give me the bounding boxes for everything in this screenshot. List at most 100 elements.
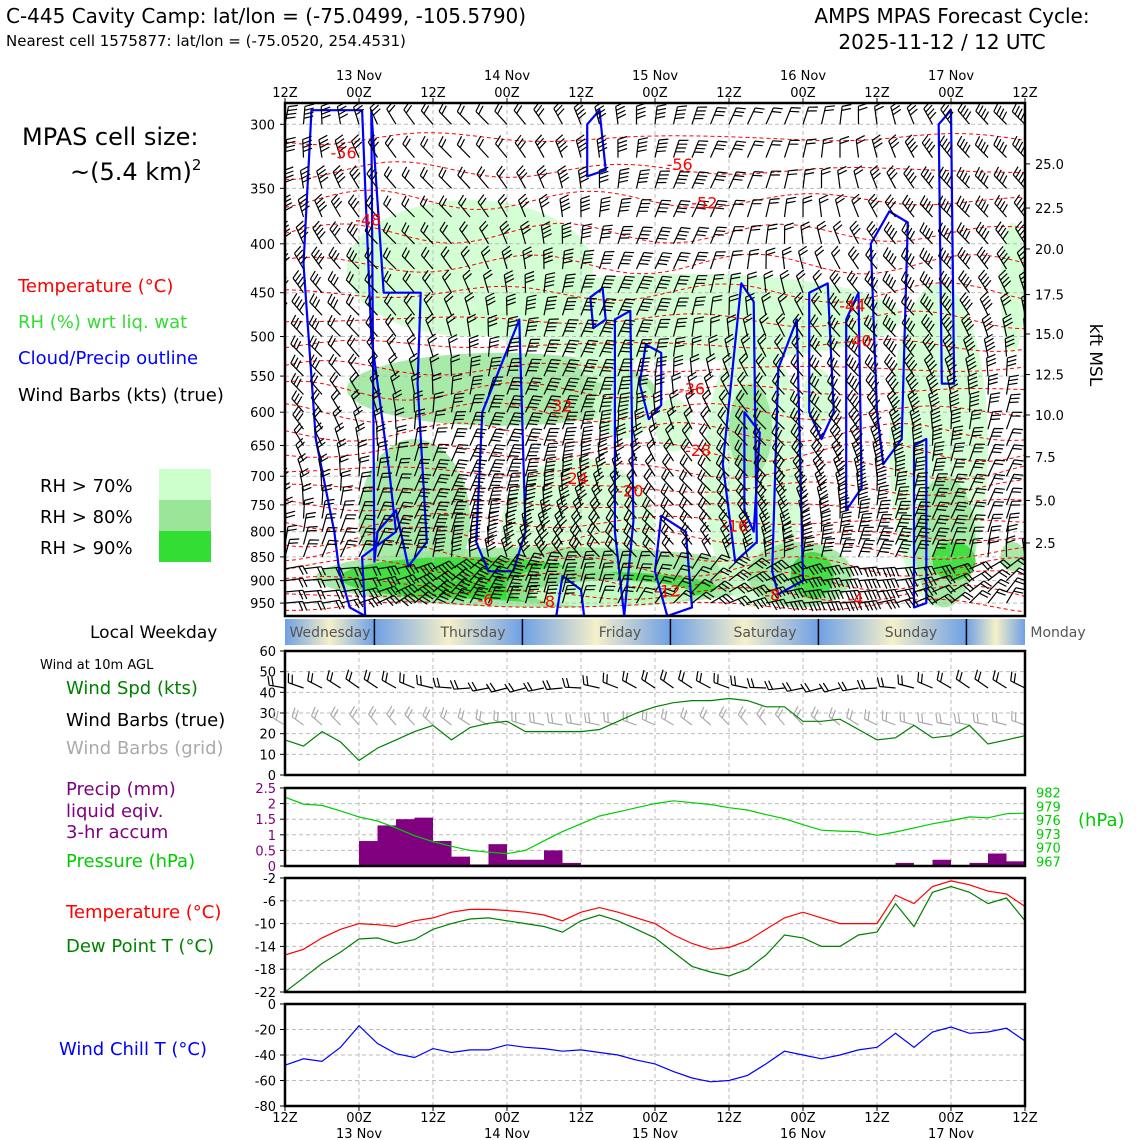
precip-bar	[396, 819, 415, 866]
wind-barb	[957, 246, 971, 270]
wind-barb	[450, 392, 465, 413]
wind-barb	[523, 496, 535, 519]
cell-size-value: ~(5.4 km)	[70, 158, 192, 186]
y-tick-label: -6	[263, 895, 276, 910]
wind-barb	[654, 226, 672, 245]
height-axis-label: kft MSL	[1085, 324, 1105, 387]
wind-barb	[931, 514, 950, 532]
wind-barb	[791, 438, 804, 462]
wind-barb	[469, 473, 487, 492]
wind-barb	[386, 103, 397, 125]
dewpoint-line	[284, 885, 1026, 993]
wind-barb	[987, 536, 1000, 557]
wind-barb	[358, 527, 377, 545]
wind-barb	[853, 165, 864, 189]
wind-barb	[654, 576, 674, 593]
precip-bar	[507, 859, 526, 866]
wind-barb	[716, 483, 730, 506]
y-tick-label: -2	[263, 872, 276, 887]
wind-barb	[1024, 568, 1025, 569]
wind-barb	[377, 594, 401, 607]
wind-barb	[358, 471, 372, 491]
wind-barb	[783, 535, 794, 557]
wind-barb	[942, 333, 956, 357]
wind-barb	[295, 437, 305, 462]
wind-barb	[1005, 374, 1019, 395]
wind-barb	[987, 427, 1004, 446]
wind-barb	[635, 374, 649, 395]
wind-barb	[681, 422, 693, 446]
y-tick-label: -22	[255, 986, 276, 1001]
wind-barb	[919, 271, 934, 294]
wind-barb	[482, 269, 493, 293]
bottom-tick-label: 00Z	[494, 1111, 520, 1126]
wind-barb	[635, 587, 656, 604]
top-tick-label: 00Z	[938, 86, 964, 101]
wind-barb	[857, 526, 874, 545]
wind-barb	[764, 680, 785, 691]
wind-barb	[468, 534, 479, 557]
wind-barb	[662, 453, 674, 477]
wind-barb	[376, 423, 386, 446]
wind-barb	[580, 573, 596, 593]
wind-barb	[802, 106, 819, 125]
wind-barb	[818, 496, 830, 519]
top-date-label: 14 Nov	[484, 69, 530, 84]
wind-barb	[598, 166, 609, 189]
wind-barb	[598, 339, 617, 357]
wind-barb	[728, 582, 753, 594]
wind-barb	[738, 352, 749, 377]
cloud-outline	[589, 287, 607, 330]
wind-barb	[728, 140, 747, 158]
wind-barb	[293, 245, 308, 270]
wind-barb	[383, 195, 397, 218]
legend-wind: Wind Barbs (kts) (true)	[18, 385, 224, 406]
wind-barb	[987, 487, 1005, 506]
wind-barb	[413, 501, 432, 519]
precip-label-1: Precip (mm)	[66, 779, 176, 800]
wind-barb	[366, 165, 378, 189]
wind-barb	[476, 166, 489, 189]
precip-bar	[377, 825, 396, 866]
wind-barb	[796, 481, 809, 506]
wind-barb	[295, 220, 309, 245]
wind-barb	[346, 247, 360, 270]
wind-barb	[798, 495, 810, 519]
wind-barb	[672, 354, 684, 377]
wind-barb	[310, 389, 323, 413]
cloud-outline	[743, 411, 761, 533]
wind-barb	[487, 356, 502, 377]
wind-barb	[329, 221, 341, 245]
y-tick-label: -18	[255, 963, 276, 978]
wind-barb	[890, 103, 902, 125]
wind-barb	[969, 570, 993, 582]
precip-bar	[895, 862, 914, 866]
wind-barb	[416, 674, 434, 689]
wind-barb	[950, 442, 966, 462]
wind-barb	[543, 442, 559, 462]
wind-barb	[376, 440, 389, 462]
wind-barb	[613, 438, 625, 462]
wind-barb	[358, 596, 383, 608]
wind-barb	[580, 585, 596, 604]
wind-barb	[905, 371, 919, 395]
wind-barb	[791, 334, 804, 358]
wind-barb	[487, 486, 503, 506]
wind-barb	[839, 511, 852, 532]
wind-barb	[432, 488, 451, 506]
wind-barb	[863, 315, 878, 337]
wind-barb	[726, 314, 737, 337]
wind-barb	[506, 358, 522, 377]
wind-barb	[332, 405, 343, 430]
wind-barb	[812, 269, 823, 293]
wind-barb	[635, 251, 654, 270]
wind-barb	[849, 220, 861, 245]
wind-barb	[965, 353, 977, 377]
wind-barb	[783, 107, 801, 125]
wind-barb	[968, 409, 982, 430]
wind-barb	[968, 526, 985, 545]
wind-barb	[376, 539, 395, 558]
temperature-contour	[285, 310, 1025, 330]
temperature-contour-label: -12	[654, 582, 680, 601]
wind-barb	[792, 453, 804, 477]
